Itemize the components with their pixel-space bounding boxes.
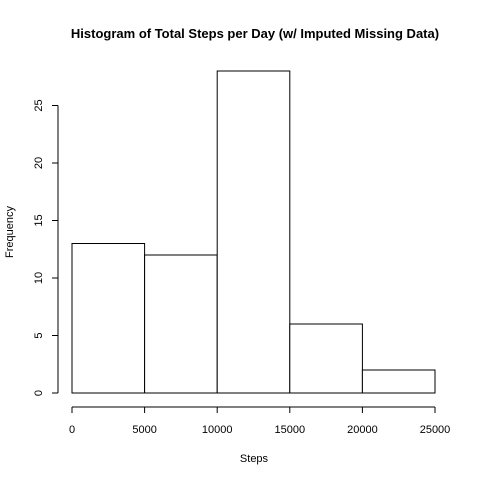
x-tick-label: 0 [69,424,75,436]
x-tick-label: 15000 [275,424,306,436]
histogram-bar-1 [144,254,218,394]
y-axis: 0 5 10 15 20 25 [33,99,59,396]
y-tick-label: 15 [33,214,45,226]
histogram-bar-4 [361,369,436,394]
y-tick-label: 25 [33,99,45,111]
histogram-bar-3 [289,323,363,394]
y-tick-label: 10 [33,272,45,284]
histogram-bar-0 [71,243,146,394]
x-axis: 0 5000 10000 15000 20000 25000 [69,406,451,436]
histogram-bar-2 [216,70,291,394]
x-axis-label: Steps [240,453,269,465]
bars-group [71,70,436,394]
x-tick-label: 25000 [420,424,451,436]
x-tick-label: 20000 [347,424,378,436]
y-tick-label: 5 [33,332,45,338]
x-tick-label: 10000 [202,424,233,436]
y-tick-label: 0 [33,390,45,396]
y-axis-label: Frequency [4,206,16,258]
chart-title: Histogram of Total Steps per Day (w/ Imp… [71,26,439,41]
x-tick-label: 5000 [132,424,156,436]
y-tick-label: 20 [33,157,45,169]
